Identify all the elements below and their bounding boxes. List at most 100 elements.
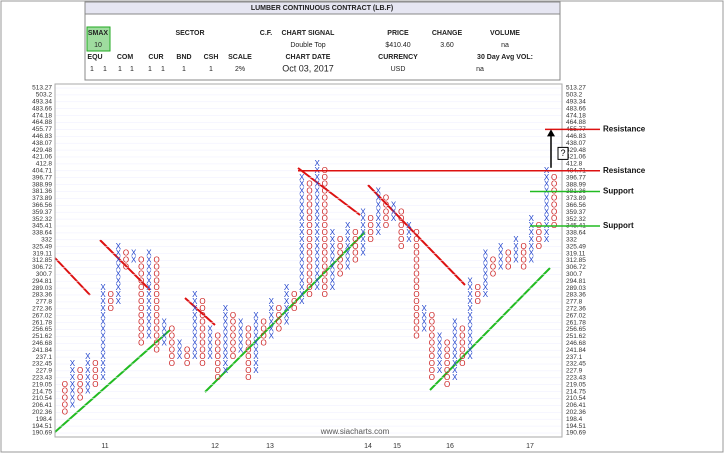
box: O xyxy=(536,228,542,237)
box: X xyxy=(253,311,259,320)
box: X xyxy=(330,263,336,272)
box: X xyxy=(406,228,412,237)
y-tick-label: 421.06 xyxy=(32,154,52,161)
box: X xyxy=(544,228,550,237)
box: X xyxy=(299,249,305,258)
box: X xyxy=(299,173,305,182)
box: X xyxy=(437,331,443,340)
box: X xyxy=(437,366,443,375)
box: X xyxy=(467,276,473,285)
box: X xyxy=(467,297,473,306)
box: X xyxy=(192,331,198,340)
box: O xyxy=(322,228,328,237)
box: O xyxy=(138,256,144,265)
box: O xyxy=(153,269,159,278)
box: X xyxy=(314,263,320,272)
y-tick-label: 202.36 xyxy=(32,409,52,416)
box: O xyxy=(322,173,328,182)
box: X xyxy=(100,338,106,347)
box: X xyxy=(452,331,458,340)
box: X xyxy=(100,318,106,327)
box: O xyxy=(444,338,450,347)
box: O xyxy=(169,325,175,334)
box: O xyxy=(306,249,312,258)
box: O xyxy=(413,325,419,334)
box: X xyxy=(299,256,305,265)
box: O xyxy=(169,331,175,340)
box: O xyxy=(413,297,419,306)
box: O xyxy=(108,304,114,313)
box: O xyxy=(322,249,328,258)
box: X xyxy=(330,242,336,251)
box: X xyxy=(314,180,320,189)
arrow-head xyxy=(547,129,555,137)
box: O xyxy=(199,325,205,334)
box: O xyxy=(245,366,251,375)
column: OOO xyxy=(490,256,496,279)
box: O xyxy=(245,345,251,354)
y-tick-label: 446.83 xyxy=(566,133,586,140)
box: O xyxy=(276,325,282,334)
y-tick-label: 381.36 xyxy=(32,188,52,195)
box: O xyxy=(261,338,267,347)
column: OOO xyxy=(475,283,481,306)
box: X xyxy=(269,331,275,340)
box: O xyxy=(138,338,144,347)
box: O xyxy=(352,228,358,237)
box: O xyxy=(505,256,511,265)
box: X xyxy=(100,304,106,313)
y-tick-label: 198.4 xyxy=(36,416,53,423)
box: X xyxy=(85,359,91,368)
x-tick-label: 11 xyxy=(101,443,108,450)
box: X xyxy=(192,325,198,334)
box: X xyxy=(483,263,489,272)
y-tick-label: 219.05 xyxy=(32,381,52,388)
box: O xyxy=(337,263,343,272)
column: XXX xyxy=(391,200,397,223)
box: X xyxy=(529,256,535,265)
box: X xyxy=(314,269,320,278)
box: O xyxy=(322,263,328,272)
box: O xyxy=(413,242,419,251)
box: O xyxy=(153,263,159,272)
smax-value: 10 xyxy=(94,42,102,49)
box: O xyxy=(138,318,144,327)
box: X xyxy=(100,373,106,382)
box: O xyxy=(322,235,328,244)
one: 1 xyxy=(161,66,165,73)
box: X xyxy=(207,352,213,361)
box: X xyxy=(238,345,244,354)
box: O xyxy=(413,249,419,258)
box: X xyxy=(207,345,213,354)
box: X xyxy=(345,235,351,244)
y-tick-label: 455.77 xyxy=(32,126,52,133)
box: X xyxy=(299,180,305,189)
y-tick-label: 345.41 xyxy=(32,223,52,230)
box: X xyxy=(284,304,290,313)
box: O xyxy=(306,221,312,230)
box: O xyxy=(291,290,297,299)
box: X xyxy=(314,159,320,168)
box: O xyxy=(138,283,144,292)
x-tick-label: 13 xyxy=(266,443,274,450)
box: O xyxy=(169,352,175,361)
box: O xyxy=(520,256,526,265)
box: X xyxy=(529,249,535,258)
box: O xyxy=(62,394,68,403)
box: O xyxy=(138,297,144,306)
box: O xyxy=(322,207,328,216)
box: X xyxy=(192,311,198,320)
box: X xyxy=(269,304,275,313)
label: CURRENCY xyxy=(378,54,418,61)
box: O xyxy=(322,242,328,251)
